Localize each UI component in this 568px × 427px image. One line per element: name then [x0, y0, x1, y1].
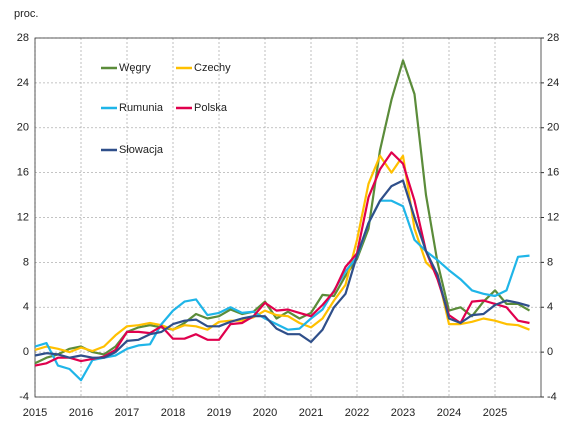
- y-tick-label: 20: [17, 122, 29, 134]
- series-line: [34, 151, 530, 367]
- x-tick-label: 2020: [253, 407, 277, 419]
- x-tick-label: 2016: [69, 407, 93, 419]
- x-tick-label: 2017: [115, 407, 139, 419]
- y-tick-label: -4: [19, 391, 29, 403]
- legend-label: Węgry: [119, 62, 151, 74]
- y2-tick-label: 20: [547, 122, 559, 134]
- x-tick-label: 2024: [437, 407, 461, 419]
- x-tick-label: 2025: [483, 407, 507, 419]
- x-tick-label: 2018: [161, 407, 185, 419]
- y-tick-label: 12: [17, 211, 29, 223]
- plot-frame: [34, 37, 542, 398]
- series-line: [34, 59, 531, 365]
- y-tick-label: 28: [17, 32, 29, 44]
- series-line: [34, 179, 530, 359]
- unit-label: proc.: [14, 8, 38, 20]
- y-tick-label: 4: [23, 301, 29, 313]
- series-line: [34, 199, 530, 382]
- x-tick-label: 2022: [345, 407, 369, 419]
- x-tick-label: 2021: [299, 407, 323, 419]
- y2-tick-label: 4: [547, 301, 553, 313]
- y-tick-label: 8: [23, 256, 29, 268]
- y2-tick-label: -4: [547, 391, 557, 403]
- y2-tick-label: 0: [547, 346, 553, 358]
- legend-label: Słowacja: [119, 144, 164, 156]
- y-tick-label: 0: [23, 346, 29, 358]
- y-tick-label: 24: [17, 77, 29, 89]
- legend-label: Polska: [194, 102, 228, 114]
- legend-label: Rumunia: [119, 102, 164, 114]
- x-tick-label: 2015: [23, 407, 47, 419]
- y2-tick-label: 24: [547, 77, 559, 89]
- x-tick-label: 2023: [391, 407, 415, 419]
- series-line: [34, 154, 530, 354]
- y2-tick-label: 12: [547, 211, 559, 223]
- y2-tick-label: 16: [547, 167, 559, 179]
- x-tick-label: 2019: [207, 407, 231, 419]
- legend-label: Czechy: [194, 62, 231, 74]
- y-tick-label: 16: [17, 167, 29, 179]
- y2-tick-label: 28: [547, 32, 559, 44]
- y2-tick-label: 8: [547, 256, 553, 268]
